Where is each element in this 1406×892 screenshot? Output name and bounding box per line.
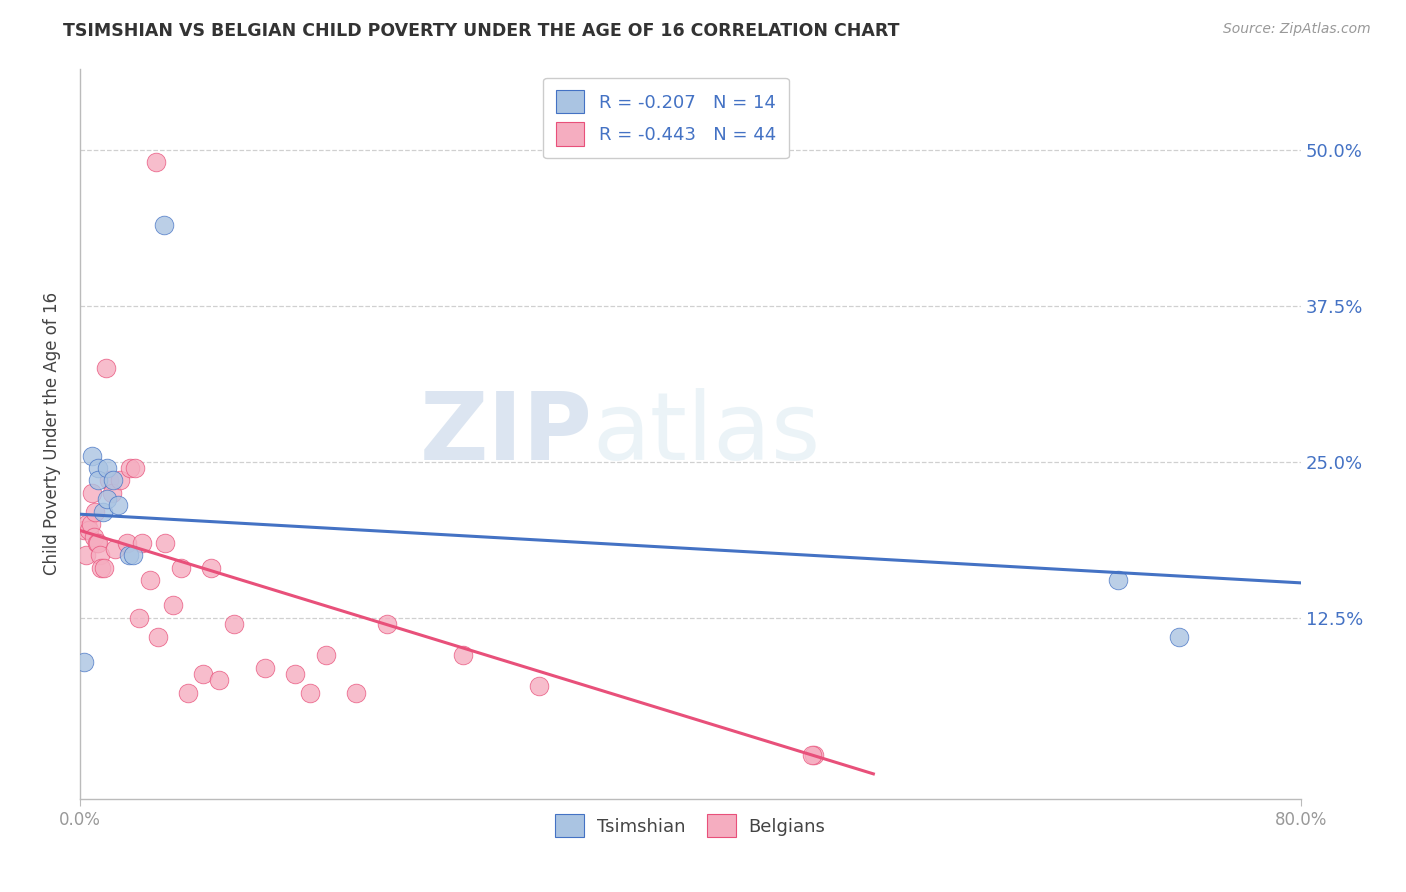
Point: [97, 474, 120, 488]
Point: [96, 492, 118, 507]
Point: [80, 449, 103, 463]
Point: [79, 517, 101, 532]
Point: [73, 524, 96, 538]
Point: [75, 549, 97, 563]
Point: [131, 536, 153, 550]
Point: [89, 549, 111, 563]
Point: [527, 680, 550, 694]
Legend: Tsimshian, Belgians: Tsimshian, Belgians: [548, 807, 832, 845]
Point: [155, 536, 177, 550]
Point: [124, 461, 146, 475]
Point: [83, 530, 105, 544]
Point: [90, 561, 112, 575]
Point: [96, 461, 118, 475]
Point: [139, 574, 162, 588]
Point: [162, 599, 184, 613]
Y-axis label: Child Poverty Under the Age of 16: Child Poverty Under the Age of 16: [44, 292, 60, 575]
Point: [87, 474, 110, 488]
Point: [344, 686, 367, 700]
Point: [803, 748, 825, 763]
Point: [101, 486, 124, 500]
Point: [1107, 574, 1129, 588]
Point: [222, 617, 245, 632]
Point: [128, 611, 150, 625]
Point: [284, 667, 307, 681]
Point: [375, 617, 398, 632]
Point: [84, 505, 107, 519]
Point: [299, 686, 322, 700]
Point: [108, 474, 131, 488]
Point: [73, 655, 96, 669]
Point: [103, 474, 125, 488]
Point: [145, 155, 167, 169]
Point: [94, 361, 117, 376]
Point: [253, 661, 276, 675]
Point: [152, 218, 174, 232]
Point: [1167, 630, 1189, 644]
Point: [208, 673, 231, 688]
Point: [80, 486, 103, 500]
Text: Source: ZipAtlas.com: Source: ZipAtlas.com: [1223, 22, 1371, 37]
Point: [169, 561, 191, 575]
Point: [193, 667, 215, 681]
Point: [451, 648, 474, 663]
Point: [118, 549, 141, 563]
Point: [315, 648, 337, 663]
Point: [87, 536, 110, 550]
Point: [77, 524, 100, 538]
Text: TSIMSHIAN VS BELGIAN CHILD POVERTY UNDER THE AGE OF 16 CORRELATION CHART: TSIMSHIAN VS BELGIAN CHILD POVERTY UNDER…: [63, 22, 900, 40]
Point: [107, 499, 129, 513]
Point: [115, 536, 138, 550]
Point: [146, 630, 169, 644]
Text: ZIP: ZIP: [420, 388, 592, 480]
Point: [801, 748, 824, 763]
Point: [93, 561, 115, 575]
Point: [177, 686, 200, 700]
Point: [200, 561, 222, 575]
Point: [87, 461, 110, 475]
Point: [122, 549, 145, 563]
Point: [76, 517, 98, 532]
Point: [91, 505, 114, 519]
Point: [120, 461, 142, 475]
Point: [86, 536, 108, 550]
Text: atlas: atlas: [592, 388, 821, 480]
Point: [104, 542, 127, 557]
